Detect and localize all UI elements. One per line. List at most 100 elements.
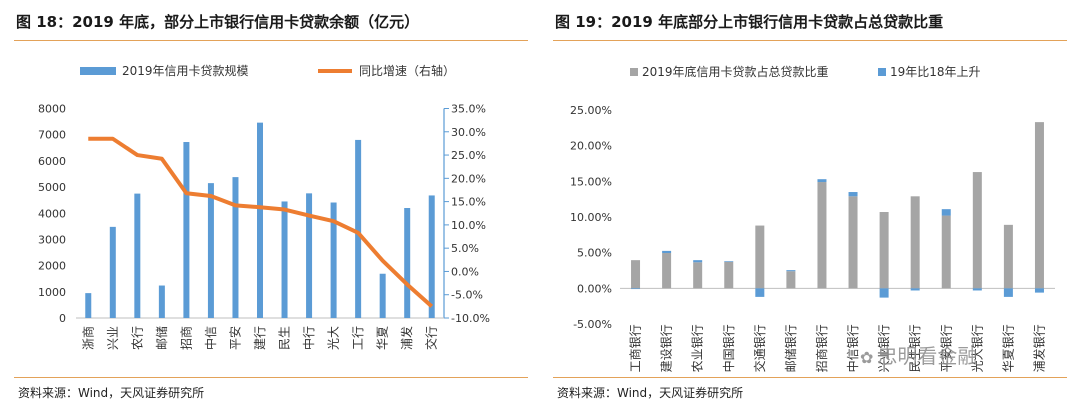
y2-tick-label: 0.0% [451,265,479,278]
bar [109,226,116,318]
bar-change [910,288,920,291]
bar-share [693,262,703,289]
x-category-label: 浦发银行 [1031,324,1046,372]
y-tick-label: 25.00% [570,104,612,117]
y-tick-label: 10.00% [570,211,612,224]
legend-swatch-change [878,68,886,76]
bar-change [941,209,951,216]
y-tick-label: 15.00% [570,175,612,188]
bar [428,195,435,318]
x-category-label: 交行 [424,326,439,350]
left-source-note: 资料来源：Wind，天风证券研究所 [18,386,205,400]
x-category-label: 中信银行 [845,324,860,372]
x-category-label: 兴业银行 [877,324,891,372]
y2-tick-label: -10.0% [451,312,490,325]
bar-share [1003,224,1013,289]
x-category-label: 民生银行 [908,324,922,372]
bar-share [631,260,641,289]
x-category-label: 民生 [278,326,292,350]
x-category-label: 华夏银行 [1001,324,1015,372]
wechat-icon: ✿ [860,348,874,367]
y-tick-label: 8000 [38,103,66,116]
x-category-label: 邮储银行 [783,324,798,372]
legend-label-share: 2019年底信用卡贷款占总贷款比重 [642,64,829,79]
y2-tick-label: 5.0% [451,242,479,255]
bar [281,201,288,318]
x-category-label: 工行 [351,326,365,350]
bar-change [817,179,827,183]
y2-tick-label: 15.0% [451,196,486,209]
y-tick-label: 6000 [38,155,66,168]
y-tick-label: 4000 [38,207,66,220]
right-title-rule [553,40,1067,41]
bar [330,202,337,318]
x-category-label: 交通银行 [752,324,767,372]
bar-change [1003,288,1013,297]
y-tick-label: 5.00% [577,247,612,260]
x-category-label: 中信 [203,326,218,350]
x-category-label: 建行 [253,326,267,350]
watermark-logo: ✿ 忠明看金融 [860,340,977,369]
left-source-rule [14,377,528,378]
x-category-label: 浦发 [399,326,414,350]
right-source-note: 资料来源：Wind，天风证券研究所 [557,386,744,400]
right-source-rule [553,377,1067,378]
bar-share [755,225,765,289]
y-tick-label: -5.00% [573,318,612,331]
x-category-label: 招商银行 [814,324,829,372]
bar-change [724,261,734,262]
bar-share [910,196,920,289]
bar-change [786,270,796,272]
bar-change [1034,288,1044,293]
bar-share [817,182,827,289]
legend-swatch-share [630,68,638,76]
legend-label-bar: 2019年信用卡贷款规模 [122,63,249,78]
x-category-label: 农行 [130,326,144,350]
x-category-label: 中行 [301,326,316,350]
y-tick-label: 7000 [38,129,66,142]
x-category-label: 华夏 [376,326,390,350]
right-chart-title: 图 19：2019 年底部分上市银行信用卡贷款占总贷款比重 [555,13,944,31]
y-tick-label: 20.00% [570,140,612,153]
x-category-label: 浙商 [80,326,95,350]
bar-change [631,288,641,290]
bar-share [848,196,858,289]
x-category-label: 农业银行 [691,324,705,372]
legend-swatch-bar [80,67,116,75]
y-tick-label: 0.00% [577,282,612,295]
bar-change [848,192,858,197]
x-category-label: 工商银行 [628,324,643,372]
bar-share [1034,122,1044,289]
y-tick-label: 1000 [38,286,66,299]
bar-change [693,260,703,263]
bar-share [724,261,734,289]
x-category-label: 平安银行 [938,324,953,372]
watermark-text: 忠明看金融 [877,344,978,368]
x-category-label: 中国银行 [721,324,736,372]
y2-tick-label: 30.0% [451,126,486,139]
bar-share [879,212,889,289]
left-title-rule [14,40,528,41]
bar-share [786,271,796,289]
y-tick-label: 2000 [38,260,66,273]
growth-line [88,136,434,308]
y2-tick-label: -5.0% [451,289,483,302]
bar-share [662,253,672,289]
y-tick-label: 3000 [38,233,66,246]
x-category-label: 建设银行 [660,324,674,372]
bar [85,293,92,318]
y2-tick-label: 10.0% [451,219,486,232]
x-category-label: 邮储 [154,326,169,350]
x-category-label: 光大银行 [970,324,984,372]
bar [207,183,214,318]
x-category-label: 招商 [178,326,193,350]
bar-share [972,172,982,289]
bar-share [941,215,951,289]
bar-change [879,288,889,298]
y2-tick-label: 20.0% [451,172,486,185]
bar-change [972,288,982,291]
bar [379,273,386,318]
bar [306,193,313,318]
y2-tick-label: 25.0% [451,149,486,162]
